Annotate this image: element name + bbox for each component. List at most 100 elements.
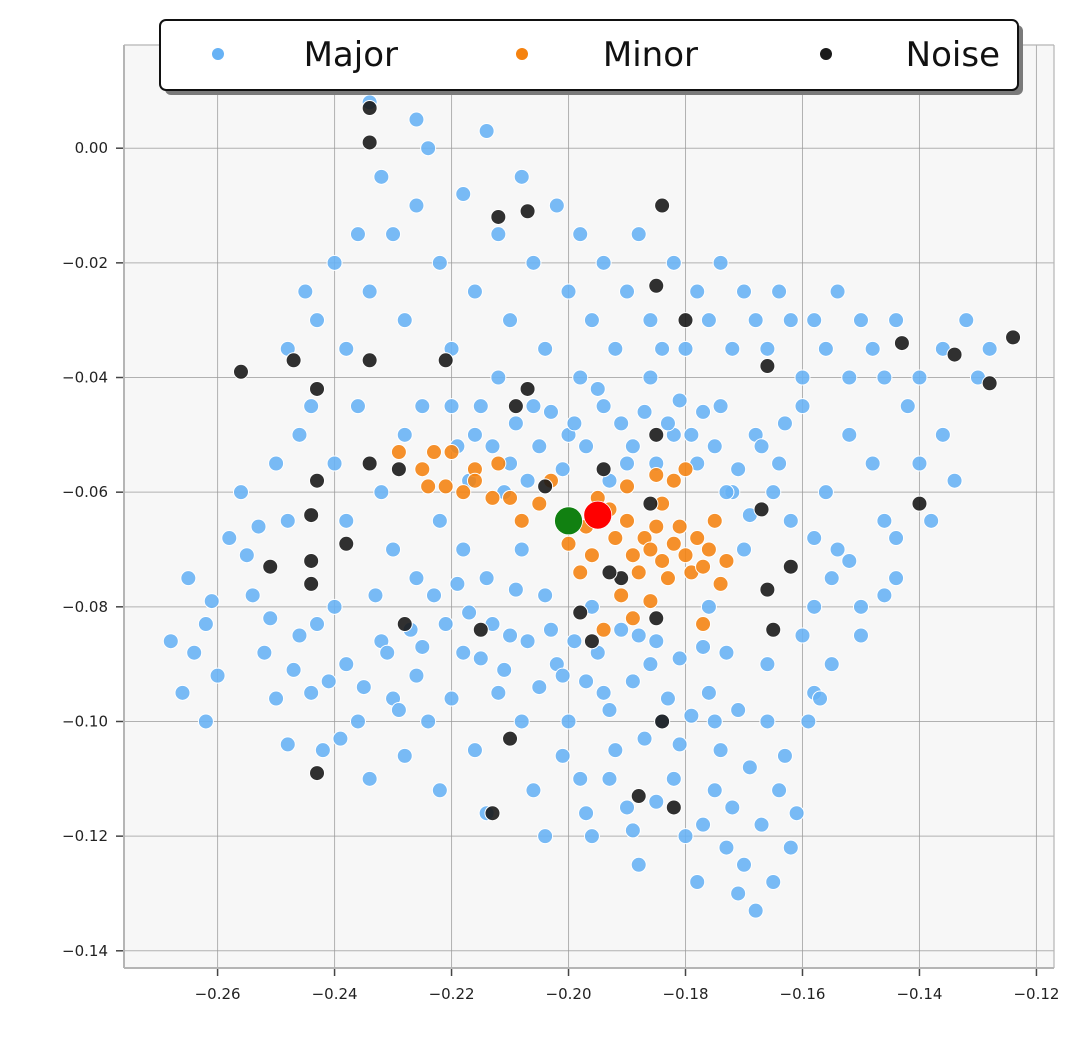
major-point (332, 730, 349, 747)
major-point (601, 702, 618, 719)
major-point (771, 455, 788, 472)
major-point (677, 828, 694, 845)
noise-point (303, 552, 320, 569)
major-point (560, 283, 577, 300)
major-point (291, 426, 308, 443)
noise-point (232, 363, 249, 380)
major-point (841, 552, 858, 569)
legend-label: Major (304, 35, 398, 75)
major-point (507, 581, 524, 598)
axes: −0.26 −0.24 −0.22 −0.20 −0.18 −0.16 −0.14 −0.12… (62, 44, 1059, 1003)
noise-point (390, 461, 407, 478)
legend-marker (820, 48, 832, 60)
legend-marker (516, 48, 528, 60)
noise-point (601, 564, 618, 581)
major-point (730, 461, 747, 478)
major-point (958, 312, 975, 329)
noise-point (648, 277, 665, 294)
minor-point (648, 466, 665, 483)
x-tick-label: −0.22 (429, 985, 475, 1003)
major-point (542, 621, 559, 638)
major-point (408, 570, 425, 587)
noise-point (472, 621, 489, 638)
minor-point (712, 575, 729, 592)
major-point (706, 782, 723, 799)
major-point (852, 312, 869, 329)
noise-point (361, 134, 378, 151)
major-point (303, 398, 320, 415)
major-point (706, 438, 723, 455)
major-point (420, 713, 437, 730)
major-point (876, 512, 893, 529)
major-point (373, 168, 390, 185)
major-point (806, 598, 823, 615)
major-point (566, 633, 583, 650)
major-point (519, 633, 536, 650)
major-point (700, 598, 717, 615)
major-point (864, 455, 881, 472)
major-point (519, 472, 536, 489)
minor-point (718, 552, 735, 569)
major-point (396, 312, 413, 329)
major-point (303, 684, 320, 701)
noise-point (309, 380, 326, 397)
major-point (478, 122, 495, 139)
major-point (700, 684, 717, 701)
major-point (630, 627, 647, 644)
major-point (753, 816, 770, 833)
y-tick-label: 0.00 (75, 139, 108, 157)
major-point (396, 747, 413, 764)
major-point (736, 541, 752, 558)
major-point (268, 690, 285, 707)
major-point (654, 340, 671, 357)
major-point (741, 759, 758, 776)
major-point (309, 616, 326, 633)
major-point (765, 874, 782, 891)
minor-point (513, 512, 530, 529)
major-point (542, 403, 559, 420)
major-point (537, 828, 554, 845)
minor-point (572, 564, 589, 581)
major-point (759, 340, 776, 357)
minor-point (502, 489, 519, 506)
major-point (326, 598, 343, 615)
major-point (671, 392, 688, 409)
major-point (613, 621, 630, 638)
major-point (642, 369, 659, 386)
noise-point (648, 610, 665, 627)
major-point (566, 415, 583, 432)
noise-point (262, 558, 279, 575)
major-point (747, 312, 764, 329)
major-point (613, 415, 630, 432)
major-point (624, 673, 641, 690)
major-point (724, 340, 741, 357)
major-point (659, 690, 676, 707)
major-point (466, 426, 483, 443)
major-point (408, 667, 425, 684)
major-point (677, 340, 694, 357)
major-point (478, 570, 495, 587)
major-point (888, 312, 905, 329)
major-point (420, 140, 437, 157)
minor-point (560, 535, 577, 552)
major-point (554, 461, 571, 478)
major-point (911, 369, 928, 386)
noise-point (285, 352, 302, 369)
major-point (607, 742, 624, 759)
minor-point (437, 478, 454, 495)
major-point (771, 283, 788, 300)
major-point (431, 512, 448, 529)
major-point (525, 254, 542, 271)
major-point (537, 587, 554, 604)
minor-point (531, 495, 548, 512)
major-point (665, 770, 682, 787)
y-tick-label: −0.10 (62, 712, 108, 730)
major-point (443, 690, 460, 707)
major-point (776, 747, 793, 764)
major-point (706, 713, 723, 730)
noise-point (946, 346, 963, 363)
major-point (736, 283, 752, 300)
major-point (367, 587, 384, 604)
major-point (876, 369, 893, 386)
major-point (466, 283, 483, 300)
